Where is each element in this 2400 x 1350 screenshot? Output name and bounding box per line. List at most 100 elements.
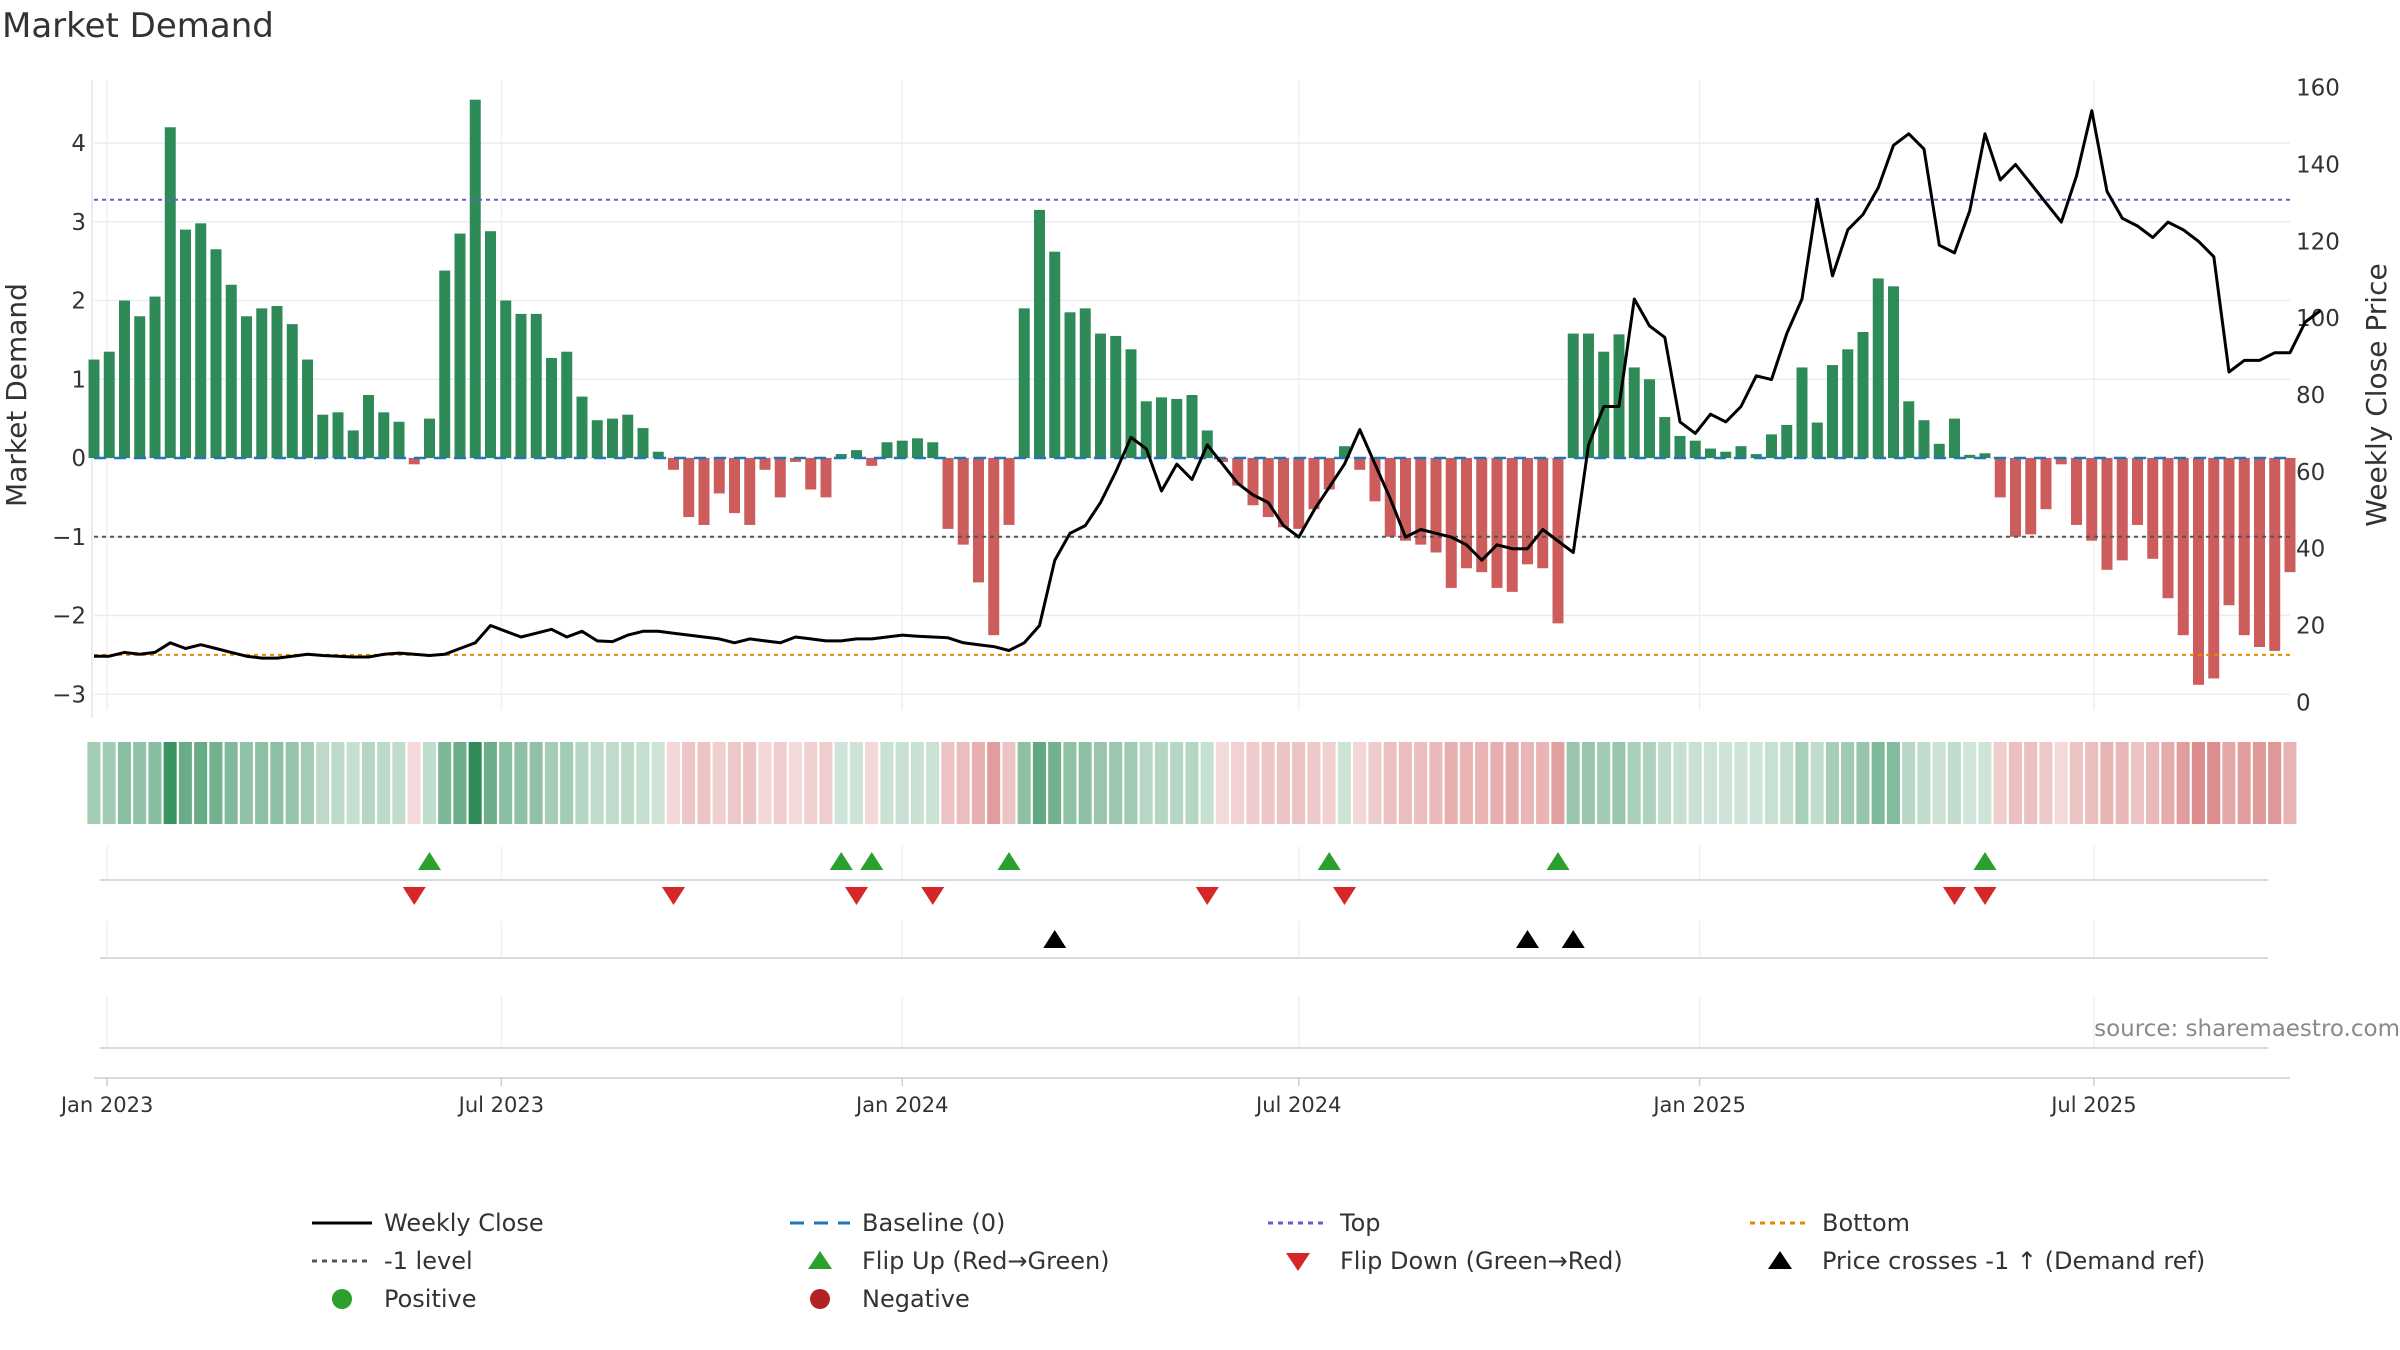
demand-bar-negative (942, 458, 954, 529)
demand-heat-cell (2024, 742, 2038, 824)
demand-bar-positive (1933, 443, 1945, 458)
demand-heat-cell (270, 742, 284, 824)
demand-heat-cell (727, 742, 741, 824)
demand-bar-negative (1400, 458, 1411, 541)
demand-bar-negative (1369, 458, 1381, 502)
demand-bar-negative (1003, 458, 1015, 525)
demand-bar-positive (286, 324, 298, 458)
demand-bar-positive (1705, 448, 1716, 458)
demand-bar-positive (622, 414, 634, 458)
demand-bar-positive (1156, 397, 1167, 458)
demand-heat-cell (1871, 742, 1885, 824)
y-axis-title: Market Demand (0, 283, 33, 507)
demand-bar-positive (1979, 453, 1991, 458)
legend-symbol (312, 1221, 372, 1225)
demand-bar-positive (485, 231, 496, 458)
demand-bar-negative (1491, 458, 1503, 588)
demand-heat-cell (178, 742, 192, 824)
legend-label: Top (1340, 1209, 1381, 1237)
legend-label: Negative (862, 1285, 970, 1313)
demand-heat-cell (2222, 742, 2236, 824)
demand-heat-cell (1993, 742, 2007, 824)
demand-heat-cell (758, 742, 772, 824)
demand-heat-cell (1307, 742, 1321, 824)
legend-label: Positive (384, 1285, 477, 1313)
demand-heat-cell (1917, 742, 1931, 824)
demand-bar-positive (363, 395, 374, 458)
demand-bar-positive (927, 442, 939, 458)
demand-heat-cell (392, 742, 406, 824)
chart-title: Market Demand (2, 6, 274, 46)
demand-bar-positive (1186, 395, 1198, 458)
demand-heat-cell (1063, 742, 1077, 824)
demand-bar-positive (271, 306, 283, 458)
demand-bar-positive (1674, 435, 1686, 458)
demand-bar-positive (1949, 418, 1960, 458)
demand-heat-cell (2237, 742, 2251, 824)
demand-bar-positive (1857, 332, 1869, 458)
legend-label: Price crosses -1 ↑ (Demand ref) (1822, 1247, 2206, 1275)
x-tick-label: Jan 2024 (854, 1093, 949, 1117)
demand-heat-cell (117, 742, 131, 824)
demand-bar-positive (1811, 422, 1823, 458)
flip-up-marker (829, 852, 853, 870)
demand-bar-negative (1247, 458, 1259, 506)
x-tick-label: Jan 2025 (1651, 1093, 1746, 1117)
demand-heat-cell (819, 742, 833, 824)
demand-bar-negative (2193, 458, 2204, 685)
demand-heat-cell (773, 742, 787, 824)
demand-bar-negative (408, 458, 420, 465)
demand-heat-cell (895, 742, 909, 824)
y2-tick-label: 60 (2296, 460, 2325, 486)
demand-heat-cell (316, 742, 330, 824)
demand-heat-cell (1276, 742, 1290, 824)
demand-bar-positive (119, 300, 130, 458)
flip-up-marker (1973, 852, 1997, 870)
demand-heat-cell (1505, 742, 1519, 824)
demand-heat-cell (529, 742, 543, 824)
demand-heat-cell (560, 742, 574, 824)
demand-heat-cell (331, 742, 345, 824)
demand-bar-positive (332, 412, 344, 458)
demand-bar-positive (1720, 451, 1732, 458)
demand-heat-cell (1490, 742, 1504, 824)
demand-heat-cell (2283, 742, 2297, 824)
demand-heat-cell (1749, 742, 1763, 824)
legend-symbol (1750, 1221, 1810, 1225)
demand-bar-negative (729, 458, 740, 514)
demand-bar-positive (225, 284, 237, 458)
demand-heat-cell (2161, 742, 2175, 824)
demand-heat-cell (1566, 742, 1580, 824)
demand-bar-negative (2284, 458, 2296, 573)
demand-heat-cell (2191, 742, 2205, 824)
demand-heat-cell (2115, 742, 2129, 824)
demand-bar-positive (149, 296, 161, 458)
demand-bar-positive (1125, 349, 1137, 458)
legend-label: -1 level (384, 1247, 473, 1275)
price-cross-marker (1561, 930, 1585, 948)
demand-heat-cell (1902, 742, 1916, 824)
demand-bar-positive (637, 428, 649, 458)
demand-heat-cell (1795, 742, 1809, 824)
x-tick-label: Jul 2023 (457, 1093, 544, 1117)
demand-heat-cell (682, 742, 696, 824)
demand-heat-cell (422, 742, 436, 824)
y2-tick-label: 40 (2296, 537, 2325, 563)
demand-heat-cell (605, 742, 619, 824)
demand-heat-cell (1139, 742, 1153, 824)
legend-label: Flip Up (Red→Green) (862, 1247, 1110, 1275)
demand-bar-positive (515, 313, 527, 458)
demand-bar-positive (1796, 367, 1808, 458)
demand-heat-cell (865, 742, 879, 824)
demand-heat-cell (224, 742, 238, 824)
y-tick-label: −2 (52, 604, 86, 630)
demand-heat-cell (712, 742, 726, 824)
weekly-close-line (94, 109, 2322, 660)
y2-tick-label: 20 (2296, 613, 2325, 639)
demand-heat-cell (1947, 742, 1961, 824)
demand-bar-positive (851, 450, 862, 458)
demand-heat-cell (1444, 742, 1458, 824)
demand-bar-negative (2254, 458, 2265, 647)
demand-heat-cell (1429, 742, 1443, 824)
legend-symbol (1768, 1251, 1792, 1269)
